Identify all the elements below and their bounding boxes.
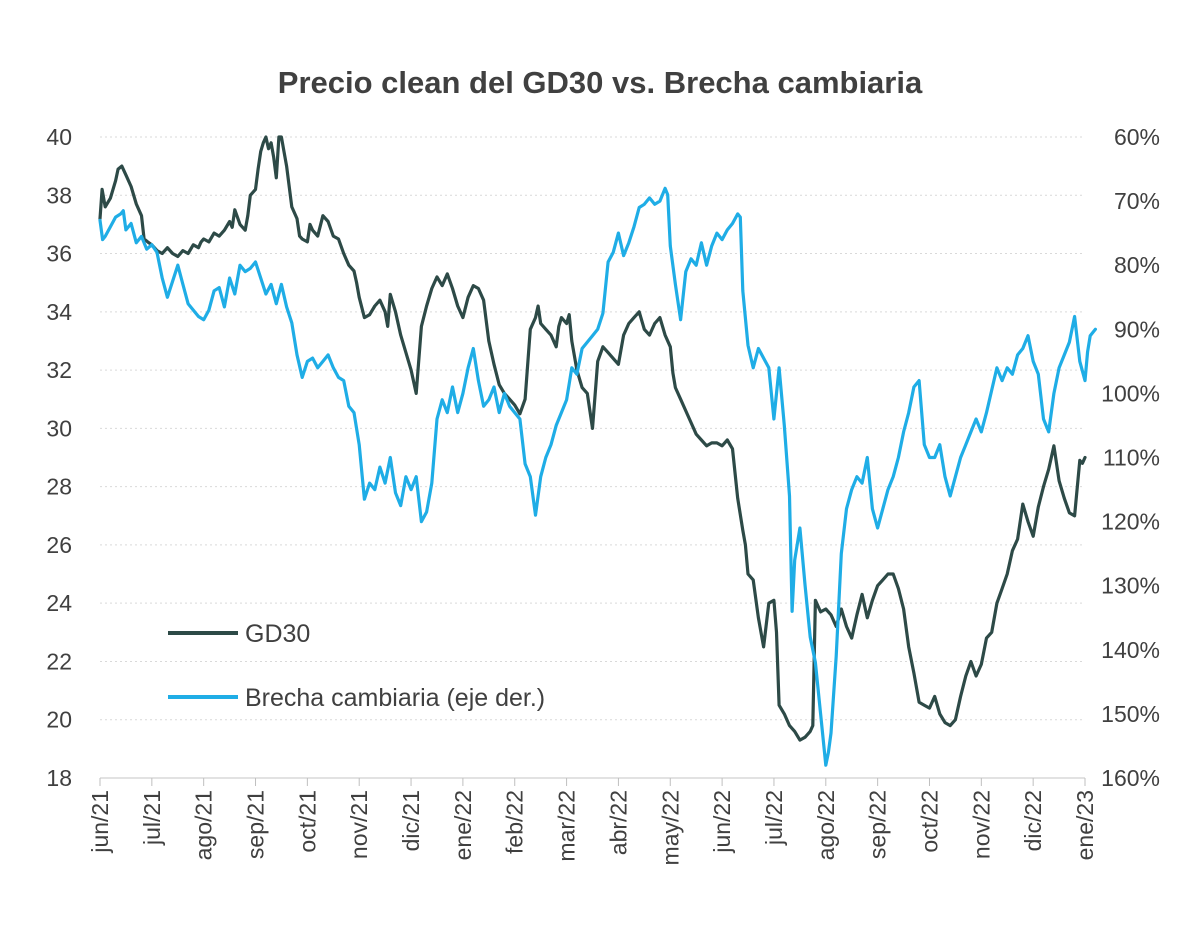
- y-right-tick-label: 120%: [1101, 509, 1160, 535]
- x-tick-label: sep/22: [865, 790, 891, 859]
- y-left-tick-label: 22: [46, 648, 72, 674]
- y-left-tick-label: 36: [46, 241, 72, 267]
- y-left-tick-label: 30: [46, 415, 72, 441]
- y-left-tick-label: 18: [46, 765, 72, 791]
- x-tick-label: ago/22: [813, 790, 839, 860]
- legend-label-brecha: Brecha cambiaria (eje der.): [245, 684, 545, 712]
- x-tick-label: mar/22: [554, 790, 580, 862]
- series-line-brecha: [98, 186, 1097, 767]
- y-right-tick-label: 60%: [1114, 124, 1160, 150]
- x-tick-label: jul/21: [139, 790, 165, 846]
- y-right-tick-label: 80%: [1114, 252, 1160, 278]
- y-left-tick-label: 40: [46, 124, 72, 150]
- series-line-gd30: [98, 135, 1087, 742]
- x-axis: jun/21 jul/21 ago/21 sep/21 oct/21 nov/21 dic/…: [87, 778, 1098, 865]
- x-tick-label: nov/21: [346, 790, 372, 859]
- x-tick-label: oct/21: [294, 790, 320, 853]
- x-tick-label: ago/21: [191, 790, 217, 860]
- y-right-tick-label: 90%: [1114, 316, 1160, 342]
- y-axis-left: 18 20 22 24 26 28 30 32 34 36 38 40: [46, 124, 72, 791]
- y-right-tick-label: 110%: [1103, 445, 1160, 471]
- y-left-tick-label: 26: [46, 532, 72, 558]
- y-axis-right: 60% 70% 80% 90% 100% 110% 120% 130% 140% 150% 160%: [1101, 124, 1160, 791]
- x-tick-label: abr/22: [605, 790, 631, 855]
- x-tick-label: ene/23: [1072, 790, 1098, 860]
- x-tick-label: sep/21: [243, 790, 269, 859]
- x-tick-label: jun/21: [87, 790, 113, 854]
- x-tick-label: oct/22: [916, 790, 942, 853]
- y-right-tick-label: 150%: [1101, 701, 1160, 727]
- y-right-tick-label: 160%: [1101, 765, 1160, 791]
- x-tick-label: nov/22: [968, 790, 994, 859]
- legend-label-gd30: GD30: [245, 620, 310, 648]
- x-tick-label: feb/22: [502, 790, 528, 854]
- y-left-tick-label: 20: [46, 707, 72, 733]
- x-tick-label: may/22: [657, 790, 683, 865]
- x-tick-label: dic/22: [1020, 790, 1046, 851]
- y-right-tick-label: 140%: [1101, 637, 1160, 663]
- gridlines: [100, 136, 1085, 779]
- y-right-tick-label: 130%: [1101, 573, 1160, 599]
- y-left-tick-label: 34: [46, 299, 72, 325]
- x-tick-label: jun/22: [709, 790, 735, 854]
- chart-title: Precio clean del GD30 vs. Brecha cambiar…: [278, 65, 923, 100]
- y-left-tick-label: 28: [46, 474, 72, 500]
- y-right-tick-label: 100%: [1101, 380, 1160, 406]
- y-left-tick-label: 32: [46, 357, 72, 383]
- x-tick-label: dic/21: [398, 790, 424, 851]
- y-left-tick-label: 24: [46, 590, 72, 616]
- series-lines: [98, 135, 1097, 767]
- legend: GD30 Brecha cambiaria (eje der.): [168, 620, 545, 712]
- x-tick-label: jul/22: [761, 790, 787, 846]
- y-right-tick-label: 70%: [1114, 188, 1160, 214]
- x-tick-label: ene/22: [450, 790, 476, 860]
- y-left-tick-label: 38: [46, 182, 72, 208]
